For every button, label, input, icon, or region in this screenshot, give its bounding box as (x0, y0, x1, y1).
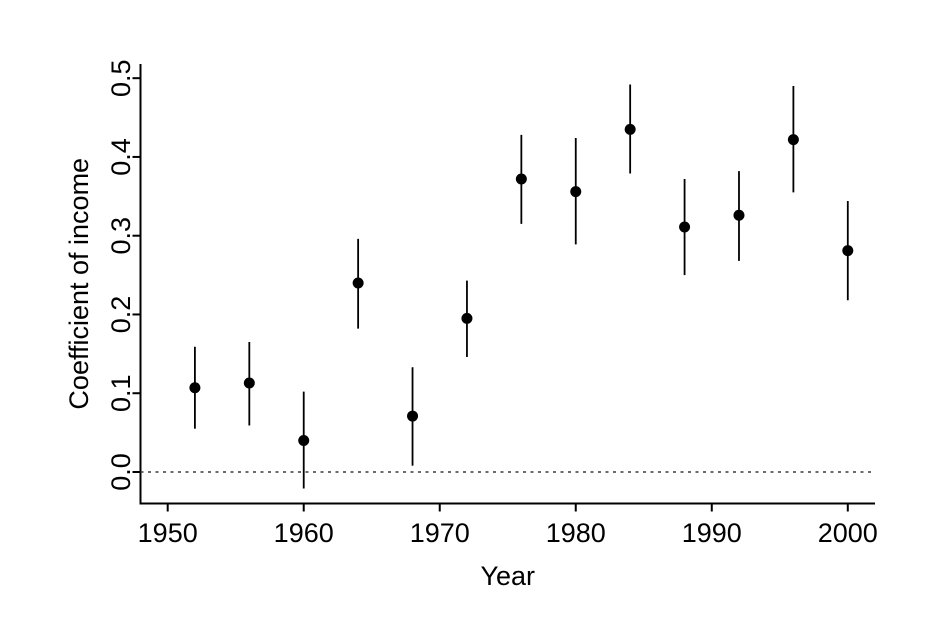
x-tick-label: 1960 (274, 518, 334, 548)
x-tick-label: 1950 (138, 518, 198, 548)
data-point (461, 312, 473, 324)
data-point (624, 123, 636, 135)
data-point (733, 209, 745, 221)
data-point (570, 186, 582, 198)
data-point (407, 410, 419, 422)
x-tick-label: 1990 (682, 518, 742, 548)
axes: 1950 1960 1970 1980 1990 2000 0.0 0.1 0.2 0.3 0.4 0… (106, 59, 878, 548)
data-point (352, 277, 364, 289)
data-point (515, 173, 527, 185)
y-tick-label: 0.3 (106, 217, 136, 255)
y-tick-label: 0.1 (106, 374, 136, 412)
data-marks (189, 84, 854, 489)
y-tick-label: 0.2 (106, 296, 136, 334)
y-tick-label: 0.5 (106, 59, 136, 97)
data-point (298, 434, 310, 446)
x-axis-title: Year (480, 561, 535, 591)
y-axis-title: Coefficient of income (64, 158, 94, 410)
data-point (679, 221, 691, 233)
x-tick-label: 1970 (410, 518, 470, 548)
x-tick-label: 1980 (546, 518, 606, 548)
data-point (243, 377, 255, 389)
data-point (787, 134, 799, 146)
x-tick-label: 2000 (818, 518, 878, 548)
y-tick-label: 0.4 (106, 138, 136, 176)
y-tick-label: 0.0 (106, 453, 136, 491)
data-point (189, 382, 201, 394)
data-point (842, 245, 854, 257)
